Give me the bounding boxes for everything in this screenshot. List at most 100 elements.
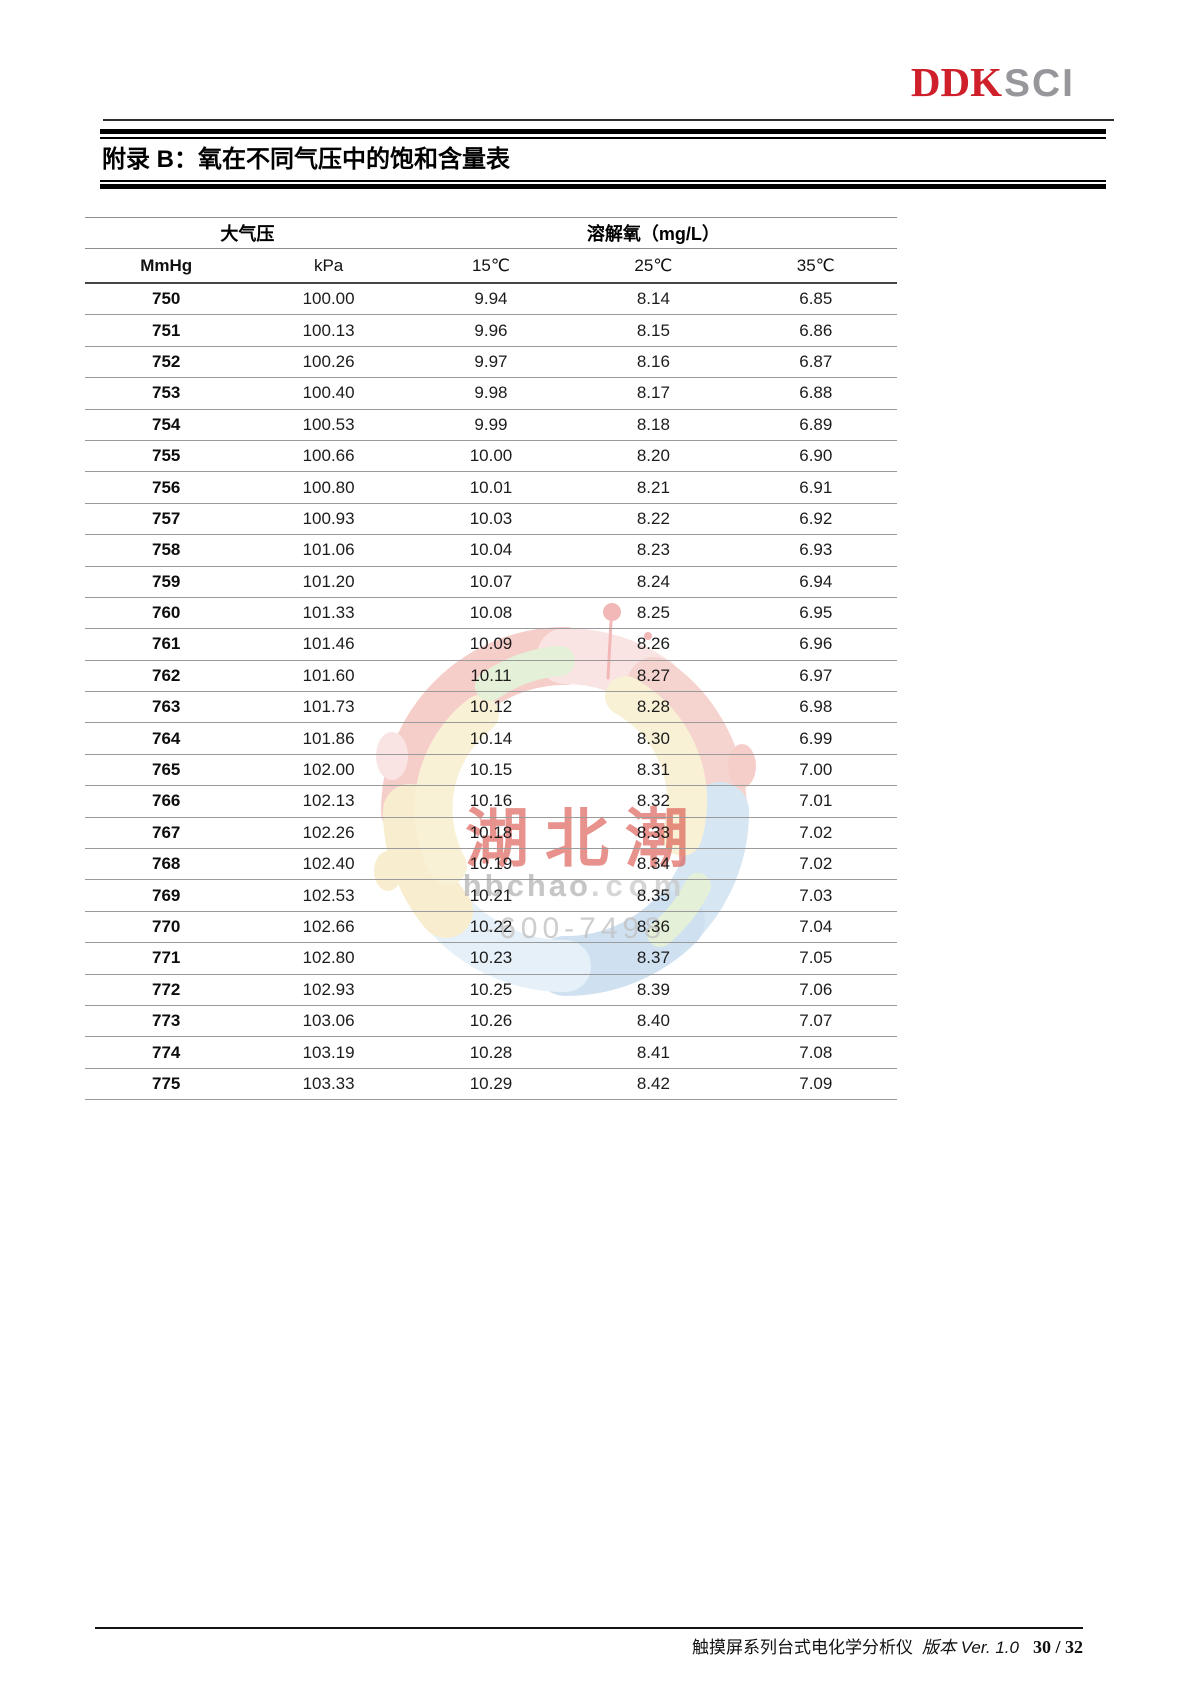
cell-temp15: 10.29: [409, 1068, 573, 1101]
cell-kpa: 102.53: [247, 879, 410, 912]
cell-kpa: 101.06: [247, 534, 410, 567]
header-rule: [103, 119, 1114, 121]
cell-temp15: 10.28: [409, 1036, 573, 1069]
cell-mmhg: 755: [85, 440, 248, 473]
cell-kpa: 103.19: [247, 1036, 410, 1069]
cell-temp25: 8.34: [572, 848, 735, 881]
oxygen-saturation-table: 大气压 溶解氧（mg/L） MmHg kPa 15℃ 25℃ 35℃ 750 10…: [85, 217, 897, 1101]
table-row: 762 101.60 10.11 8.27 6.97: [85, 660, 897, 693]
cell-temp15: 10.25: [409, 974, 573, 1006]
cell-temp15: 10.19: [409, 848, 573, 881]
cell-temp15: 10.26: [409, 1005, 573, 1038]
cell-temp25: 8.37: [572, 942, 735, 975]
cell-temp25: 8.18: [572, 409, 735, 441]
cell-temp25: 8.32: [572, 785, 735, 818]
cell-mmhg: 764: [85, 722, 248, 755]
cell-temp25: 8.16: [572, 346, 735, 379]
cell-temp15: 9.96: [409, 314, 573, 347]
table-body: 750 100.00 9.94 8.14 6.85 751 100.13 9.96 8.15 6.…: [85, 283, 897, 1101]
col-header-temp35: 35℃: [734, 248, 897, 284]
col-header-temp15: 15℃: [409, 248, 573, 284]
cell-mmhg: 757: [85, 503, 248, 536]
cell-temp15: 10.21: [409, 879, 573, 912]
cell-kpa: 100.40: [247, 377, 410, 410]
cell-temp35: 6.86: [734, 314, 897, 347]
title-block: 附录 B：氧在不同气压中的饱和含量表: [100, 129, 1106, 189]
cell-kpa: 102.26: [247, 817, 410, 850]
cell-kpa: 101.46: [247, 628, 410, 661]
table-row: 770 102.66 10.22 8.36 7.04: [85, 911, 897, 944]
footer: 触摸屏系列台式电化学分析仪 版本 Ver. 1.0 30 / 32: [692, 1633, 1083, 1658]
cell-kpa: 100.13: [247, 314, 410, 347]
table-row: 756 100.80 10.01 8.21 6.91: [85, 471, 897, 504]
cell-temp25: 8.17: [572, 377, 735, 410]
cell-mmhg: 760: [85, 597, 248, 630]
table-row: 752 100.26 9.97 8.16 6.87: [85, 346, 897, 379]
cell-temp25: 8.25: [572, 597, 735, 630]
rule-thin-top: [100, 137, 1106, 139]
cell-mmhg: 774: [85, 1036, 248, 1069]
logo-text-sci: SCI: [1003, 62, 1075, 105]
cell-temp15: 10.15: [409, 754, 573, 787]
table-row: 761 101.46 10.09 8.26 6.96: [85, 628, 897, 661]
col-header-kpa: kPa: [247, 248, 410, 284]
cell-mmhg: 762: [85, 660, 248, 693]
table-row: 754 100.53 9.99 8.18 6.89: [85, 409, 897, 441]
cell-mmhg: 752: [85, 346, 248, 379]
cell-mmhg: 758: [85, 534, 248, 567]
cell-kpa: 100.80: [247, 471, 410, 504]
cell-temp35: 7.06: [734, 974, 897, 1006]
table-row: 766 102.13 10.16 8.32 7.01: [85, 785, 897, 818]
cell-mmhg: 763: [85, 691, 248, 724]
cell-temp35: 7.02: [734, 848, 897, 881]
cell-kpa: 100.00: [247, 283, 410, 316]
cell-temp15: 10.12: [409, 691, 573, 724]
cell-temp35: 7.07: [734, 1005, 897, 1038]
cell-mmhg: 769: [85, 879, 248, 912]
cell-temp35: 6.90: [734, 440, 897, 473]
cell-temp25: 8.22: [572, 503, 735, 536]
cell-temp35: 6.93: [734, 534, 897, 567]
cell-temp25: 8.41: [572, 1036, 735, 1069]
cell-mmhg: 765: [85, 754, 248, 787]
cell-temp35: 7.01: [734, 785, 897, 818]
cell-mmhg: 772: [85, 974, 248, 1006]
col-header-temp25: 25℃: [572, 248, 735, 284]
cell-kpa: 102.00: [247, 754, 410, 787]
rule-thick-bottom: [100, 184, 1106, 189]
cell-temp35: 7.09: [734, 1068, 897, 1101]
footer-page-indicator: 30 / 32: [1032, 1637, 1083, 1657]
cell-temp25: 8.42: [572, 1068, 735, 1101]
rule-thin-bottom: [100, 180, 1106, 182]
group-header-row: 大气压 溶解氧（mg/L）: [85, 217, 897, 249]
cell-mmhg: 754: [85, 409, 248, 441]
cell-temp35: 6.87: [734, 346, 897, 379]
cell-mmhg: 756: [85, 471, 248, 504]
cell-temp15: 9.98: [409, 377, 573, 410]
cell-temp25: 8.24: [572, 566, 735, 598]
cell-temp15: 9.99: [409, 409, 573, 441]
footer-rule: [95, 1627, 1083, 1629]
table-row: 750 100.00 9.94 8.14 6.85: [85, 283, 897, 316]
cell-kpa: 100.66: [247, 440, 410, 473]
cell-mmhg: 753: [85, 377, 248, 410]
cell-temp35: 7.00: [734, 754, 897, 787]
table-row: 774 103.19 10.28 8.41 7.08: [85, 1036, 897, 1069]
cell-temp15: 10.08: [409, 597, 573, 630]
cell-temp35: 6.96: [734, 628, 897, 661]
footer-product: 触摸屏系列台式电化学分析仪: [691, 1638, 913, 1657]
cell-mmhg: 773: [85, 1005, 248, 1038]
cell-mmhg: 761: [85, 628, 248, 661]
cell-temp15: 10.01: [409, 471, 573, 504]
cell-kpa: 103.33: [247, 1068, 410, 1101]
cell-kpa: 101.20: [247, 566, 410, 598]
table-row: 771 102.80 10.23 8.37 7.05: [85, 942, 897, 975]
table-row: 757 100.93 10.03 8.22 6.92: [85, 503, 897, 536]
cell-temp25: 8.33: [572, 817, 735, 850]
cell-kpa: 100.53: [247, 409, 410, 441]
cell-temp25: 8.23: [572, 534, 735, 567]
cell-temp15: 9.94: [409, 283, 573, 316]
cell-temp15: 10.04: [409, 534, 573, 567]
table-row: 759 101.20 10.07 8.24 6.94: [85, 566, 897, 598]
cell-temp15: 10.16: [409, 785, 573, 818]
